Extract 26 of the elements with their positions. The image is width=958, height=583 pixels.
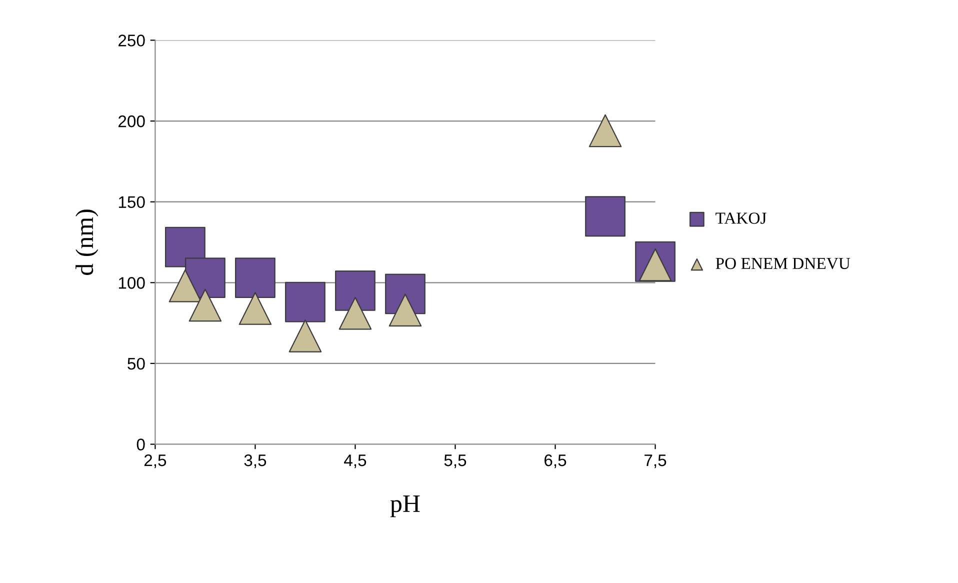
x-tick-label: 4,5: [344, 454, 366, 468]
point: [188, 288, 222, 322]
point: [235, 258, 276, 298]
x-tick-label: 3,5: [244, 454, 266, 468]
y-tick-label: 50: [128, 358, 145, 370]
x-axis-title: pH: [390, 495, 420, 518]
x-tick-label: 7,5: [644, 454, 666, 468]
y-tick-label: 0: [136, 438, 145, 450]
y-axis-title: d (nm): [76, 210, 98, 276]
y-tick-label: 250: [118, 34, 145, 46]
y-tick-label: 100: [118, 277, 145, 289]
legend-label: PO ENEM DNEVU: [716, 258, 850, 270]
point: [238, 292, 272, 325]
point: [285, 282, 326, 322]
x-tick-label: 5,5: [444, 454, 466, 468]
y-tick-label: 150: [118, 196, 145, 208]
y-tick-label: 200: [118, 115, 145, 128]
point: [588, 114, 622, 148]
x-tick-label: 2,5: [144, 454, 166, 468]
point: [168, 269, 202, 302]
point: [288, 320, 322, 352]
x-tick-label: 6,5: [544, 454, 566, 468]
point: [585, 196, 626, 237]
point: [335, 270, 376, 311]
point: [338, 296, 372, 330]
legend-label: TAKOJ: [716, 212, 766, 224]
